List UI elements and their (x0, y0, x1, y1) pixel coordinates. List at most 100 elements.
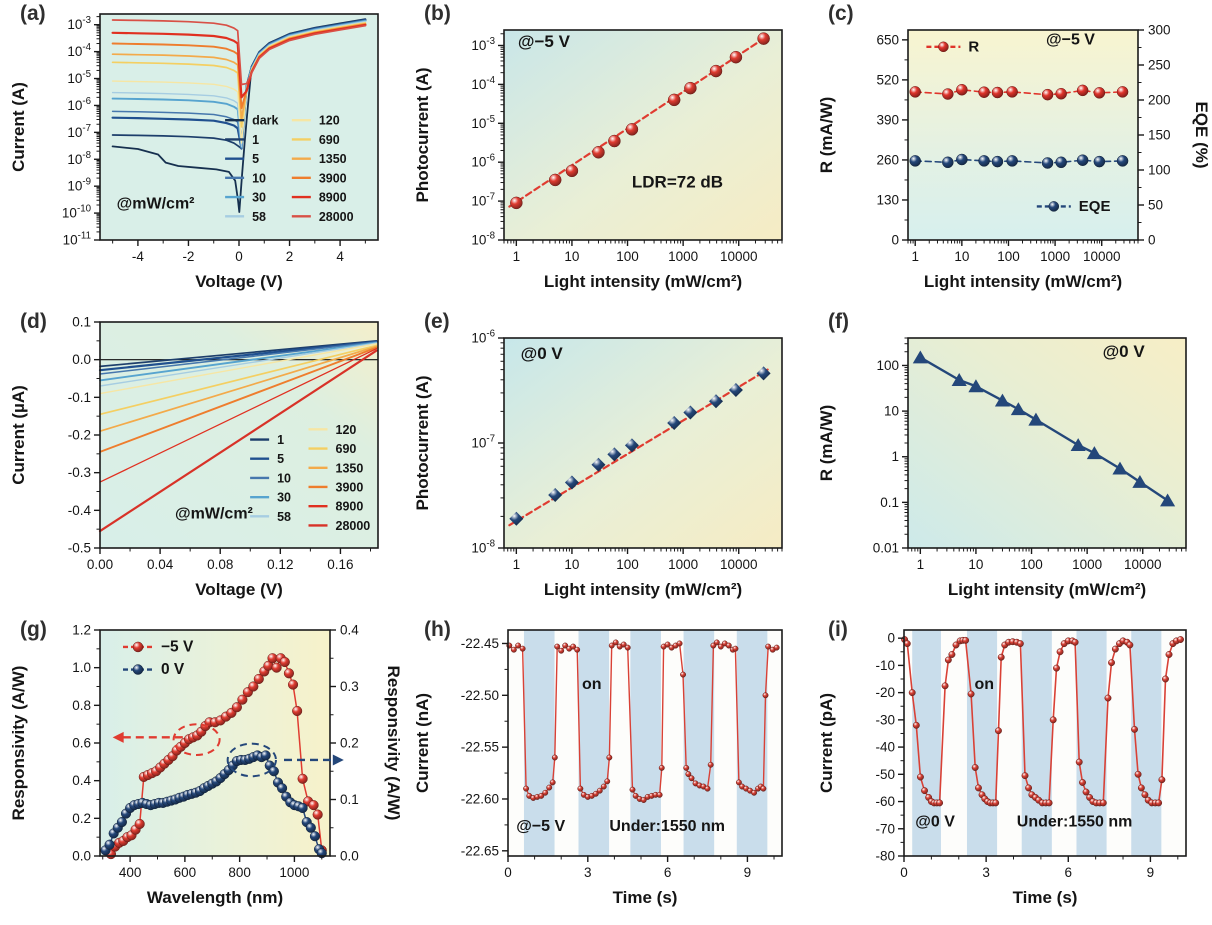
axes: -4 -2 0 2 4 10-3 10-4 10-5 10-6 10-7 10-8 10-9 10-10… (62, 15, 366, 264)
light-on-band (578, 630, 610, 856)
svg-text:690: 690 (319, 133, 340, 147)
legend-item-5: 5 (250, 452, 284, 466)
legend-item-58: 58 (225, 210, 266, 224)
svg-text:0: 0 (504, 865, 512, 880)
y-axis-label: Current (µA) (9, 385, 28, 485)
svg-text:120: 120 (319, 114, 340, 128)
svg-text:1.0: 1.0 (72, 660, 91, 675)
plot-background (504, 30, 782, 240)
legend-item-30: 30 (250, 491, 291, 505)
svg-text:-0.3: -0.3 (68, 465, 91, 480)
svg-text:-0.1: -0.1 (68, 390, 91, 405)
svg-text:50: 50 (1148, 198, 1163, 213)
panel-label-g: (g) (20, 618, 47, 641)
svg-text:520: 520 (876, 72, 899, 87)
svg-text:1350: 1350 (336, 461, 364, 475)
panel-e: (e) 1 10 100 1000 10000 10-6 10-7 10-8 Light int… (404, 308, 808, 616)
axes: 1 10 100 1000 10000 10-6 10-7 10-8 (471, 329, 783, 572)
panel-i: (i) 0 3 6 9 0 -10 -20 -30 -40 -50 -60 -70 -80 Time (s… (808, 616, 1212, 925)
svg-text:10: 10 (884, 404, 899, 419)
svg-text:10: 10 (277, 471, 291, 485)
svg-text:0.3: 0.3 (340, 679, 359, 694)
svg-text:100: 100 (616, 249, 639, 264)
axes: 0 3 6 9 -22.45 -22.50 -22.55 -22.60 -22.65 (461, 636, 775, 880)
svg-text:10-11: 10-11 (63, 231, 91, 248)
svg-text:4: 4 (336, 249, 344, 264)
svg-text:-22.45: -22.45 (461, 636, 499, 651)
svg-text:3: 3 (982, 865, 990, 880)
annotation-text: @−5 V (518, 32, 571, 51)
panel-label-d: (d) (20, 310, 47, 333)
svg-text:1000: 1000 (668, 557, 698, 572)
legend-item-120: 120 (291, 114, 340, 128)
svg-text:10-4: 10-4 (67, 42, 91, 59)
x-axis-label: Voltage (V) (195, 272, 283, 291)
panel-label-c: (c) (828, 2, 854, 25)
svg-text:0.08: 0.08 (207, 557, 233, 572)
svg-text:100: 100 (1020, 557, 1043, 572)
svg-text:0.0: 0.0 (72, 849, 91, 864)
svg-text:0.0: 0.0 (340, 849, 359, 864)
svg-text:−5 V: −5 V (161, 638, 194, 655)
annotation-ellipse (172, 723, 221, 756)
svg-text:EQE: EQE (1079, 198, 1111, 215)
svg-text:28000: 28000 (336, 519, 371, 533)
legend-item-3900: 3900 (308, 480, 363, 494)
chart-c-responsivity-eqe: 1 10 100 1000 10000 0 130 260 390 520 650 0 50 100 150… (817, 23, 1211, 292)
svg-text:690: 690 (336, 442, 357, 456)
svg-text:2: 2 (286, 249, 294, 264)
axes: 1 10 100 1000 10000 100 10 1 0.1 0.01 (873, 337, 1187, 572)
legend-item-R: R (926, 38, 979, 55)
legend-item-dark: dark (225, 114, 279, 128)
svg-text:30: 30 (252, 191, 266, 205)
legend-item-28000: 28000 (291, 210, 354, 224)
legend-item-690: 690 (308, 442, 357, 456)
svg-text:-22.65: -22.65 (461, 843, 499, 858)
svg-text:10: 10 (968, 557, 983, 572)
legend-item-5: 5 (225, 152, 259, 166)
series-30 (99, 341, 378, 382)
svg-text:1000: 1000 (279, 865, 309, 880)
panel-b: (b) 1 10 100 1000 10000 10-3 10-4 10-5 10-6 10-7 1… (404, 0, 808, 308)
axes: 0.00 0.04 0.08 0.12 0.16 0.1 0.0 -0.1 -0.2 -0.3 -0… (68, 315, 371, 572)
annotation-text: @0 V (521, 344, 564, 363)
svg-text:0.1: 0.1 (880, 495, 899, 510)
series-10 (99, 341, 378, 375)
svg-text:0.04: 0.04 (147, 557, 174, 572)
series-8900 (99, 348, 378, 483)
svg-text:1350: 1350 (319, 152, 347, 166)
svg-text:0.2: 0.2 (72, 811, 91, 826)
svg-text:10-8: 10-8 (67, 150, 91, 167)
svg-text:1: 1 (513, 249, 521, 264)
series-3900 (99, 346, 378, 453)
svg-text:10-3: 10-3 (67, 15, 91, 32)
series-58 (99, 342, 378, 387)
axes: 1 10 100 1000 10000 10-3 10-4 10-5 10-6 10-7 10-8 (471, 33, 783, 264)
y-axis-label: R (mA/W) (817, 405, 836, 481)
y-axis-label: R (mA/W) (817, 97, 836, 173)
svg-text:600: 600 (174, 865, 197, 880)
svg-text:-0.5: -0.5 (68, 541, 91, 556)
svg-text:-30: -30 (875, 712, 895, 727)
legend-item-1350: 1350 (291, 152, 347, 166)
svg-text:-40: -40 (875, 740, 895, 755)
chart-b-photocurrent-intensity: 1 10 100 1000 10000 10-3 10-4 10-5 10-6 10-7 10-8 L… (413, 29, 783, 291)
y2-axis-label: Responsivity (A/W) (384, 666, 403, 821)
annotation-text: on (975, 676, 995, 693)
x-axis-label: Light intensity (mW/cm²) (948, 580, 1146, 599)
series-photocurrent (510, 32, 770, 210)
svg-text:0.01: 0.01 (873, 541, 899, 556)
legend-item-EQE: EQE (1036, 198, 1111, 215)
annotation-text: @mW/cm² (117, 195, 195, 212)
series-120 (99, 343, 378, 395)
chart-f-responsivity-0v: 1 10 100 1000 10000 100 10 1 0.1 0.01 Light intens… (817, 337, 1187, 599)
x-axis-label: Wavelength (nm) (147, 888, 283, 907)
svg-text:300: 300 (1148, 23, 1171, 38)
axes: 400 600 800 1000 0.0 0.2 0.4 0.6 0.8 1.0 1.2 0.0 0.1… (72, 623, 359, 881)
svg-text:100: 100 (1148, 163, 1171, 178)
svg-text:10-10: 10-10 (62, 204, 92, 221)
chart-h-time-response-5v: 0 3 6 9 -22.45 -22.50 -22.55 -22.60 -22.65 Time (… (413, 629, 783, 907)
svg-text:390: 390 (876, 112, 899, 127)
legend-item-−5 V: −5 V (123, 638, 194, 655)
svg-text:3900: 3900 (319, 171, 347, 185)
